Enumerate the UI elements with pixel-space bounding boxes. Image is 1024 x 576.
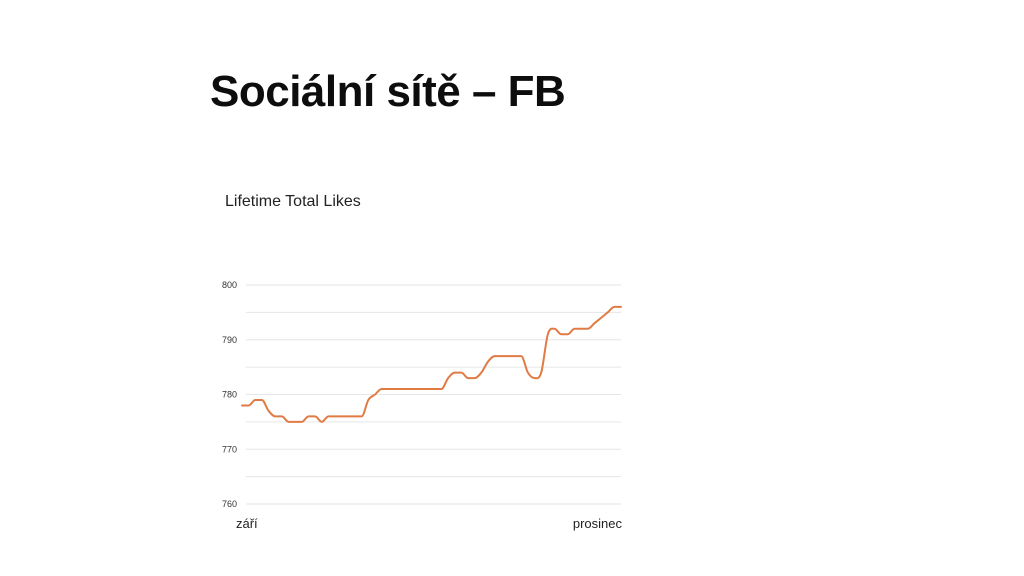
y-tick-label: 790 <box>222 335 237 345</box>
chart-series <box>241 305 622 423</box>
slide-title: Sociální sítě – FB <box>210 67 566 116</box>
y-tick-label: 800 <box>222 280 237 290</box>
y-axis-ticks: 760 770 780 790 800 <box>222 280 237 509</box>
x-label-end: prosinec <box>573 516 623 531</box>
x-axis-labels: září prosinec <box>236 516 622 531</box>
x-label-start: září <box>236 516 258 531</box>
y-tick-label: 760 <box>222 499 237 509</box>
y-tick-label: 770 <box>222 444 237 454</box>
series-line-0 <box>241 305 622 423</box>
chart-grid <box>246 284 621 505</box>
y-tick-label: 780 <box>222 390 237 400</box>
chart-title: Lifetime Total Likes <box>225 193 361 210</box>
